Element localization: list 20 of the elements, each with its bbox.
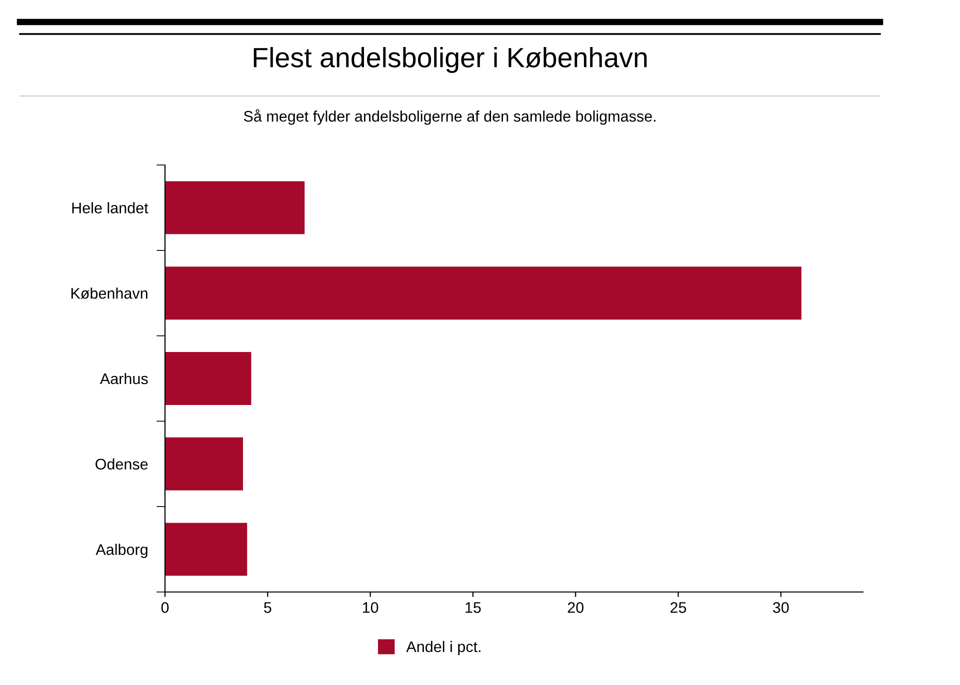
y-tick-label: Aarhus	[100, 372, 148, 384]
y-tick-label: Aalborg	[96, 544, 148, 558]
y-tick-label: Odense	[96, 458, 148, 470]
bar	[165, 437, 244, 490]
y-tick-label: København	[71, 288, 148, 299]
x-tick-label: 20	[568, 602, 584, 613]
bar	[165, 181, 305, 234]
bar	[165, 266, 802, 320]
x-tick-label: 30	[772, 602, 789, 613]
chart-subtitle: Så meget fylder andelsboligerne af den samlede boligmasse.	[244, 109, 656, 125]
bar	[165, 522, 248, 576]
bar	[165, 352, 252, 405]
x-tick-label: 5	[264, 602, 272, 613]
x-tick-label: 15	[466, 602, 481, 613]
x-tick-label: 25	[670, 602, 686, 613]
y-tick-label: Hele landet	[72, 202, 148, 214]
chart-title: Flest andelsboliger i København	[254, 47, 647, 73]
x-tick-label: 10	[362, 602, 378, 613]
legend-label: Andel i pct.	[406, 640, 480, 656]
x-tick-label: 0	[161, 602, 169, 613]
